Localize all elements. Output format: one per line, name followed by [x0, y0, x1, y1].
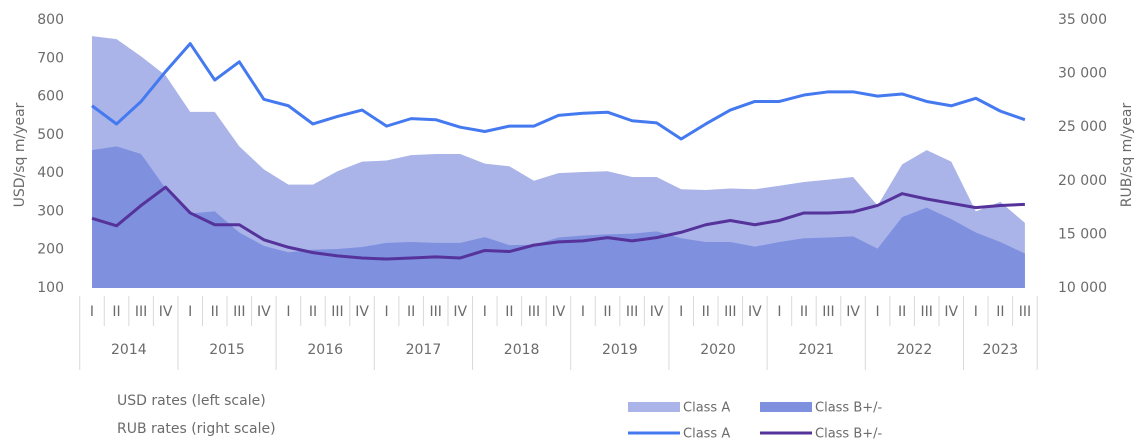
x-tick-label: III [1019, 304, 1031, 320]
y-tick-label: 200 [37, 242, 64, 258]
area [92, 146, 1025, 288]
legend-label: Class A [683, 401, 730, 416]
x-tick-label: II [702, 304, 710, 320]
x-tick-label: I [188, 304, 192, 320]
x-tick-label: I [286, 304, 290, 320]
x-tick-label: I [777, 304, 781, 320]
x-tick-label: IV [846, 304, 860, 320]
x-tick-label: IV [159, 304, 173, 320]
x-tick-label: II [505, 304, 513, 320]
legend-group-label: RUB rates (right scale) [117, 421, 276, 437]
x-group-label: 2017 [406, 342, 442, 358]
area [92, 36, 1025, 288]
x-tick-label: III [233, 304, 245, 320]
x-tick-label: IV [257, 304, 271, 320]
x-tick-label: III [921, 304, 933, 320]
x-tick-label: I [679, 304, 683, 320]
x-tick-label: IV [650, 304, 664, 320]
legend-swatch [760, 402, 812, 412]
x-tick-label: IV [748, 304, 762, 320]
x-group-label: 2022 [897, 342, 933, 358]
x-tick-label: I [581, 304, 585, 320]
x-group-label: 2018 [504, 342, 540, 358]
x-group-label: 2015 [209, 342, 245, 358]
x-tick-label: IV [552, 304, 566, 320]
x-tick-label: III [430, 304, 442, 320]
x-tick-label: IV [944, 304, 958, 320]
x-tick-label: II [800, 304, 808, 320]
x-group-label: 2023 [983, 342, 1019, 358]
y-axis-title: USD/sq m/year [12, 102, 28, 207]
x-tick-label: I [483, 304, 487, 320]
x-tick-label: II [996, 304, 1004, 320]
line [91, 42, 1026, 141]
x-tick-label: I [974, 304, 978, 320]
y2-tick-label: 15 000 [1058, 226, 1107, 242]
x-tick-label: III [724, 304, 736, 320]
y-tick-label: 300 [37, 203, 64, 219]
x-tick-label: II [898, 304, 906, 320]
y2-tick-label: 35 000 [1058, 12, 1107, 28]
x-tick-label: II [407, 304, 415, 320]
x-group-label: 2014 [111, 342, 147, 358]
legend-group-label: USD rates (left scale) [117, 393, 266, 409]
x-group-label: 2016 [307, 342, 343, 358]
x-tick-label: IV [355, 304, 369, 320]
legend-label: Class B+/- [815, 401, 883, 416]
x-tick-label: III [626, 304, 638, 320]
y2-tick-label: 10 000 [1058, 280, 1107, 296]
x-tick-label: III [528, 304, 540, 320]
legend-swatch [628, 402, 680, 412]
x-tick-label: I [90, 304, 94, 320]
y2-tick-label: 30 000 [1058, 66, 1107, 82]
x-tick-label: I [876, 304, 880, 320]
y-tick-label: 700 [37, 50, 64, 66]
x-group-label: 2020 [700, 342, 736, 358]
y-tick-label: 600 [37, 89, 64, 105]
legend-label: Class B+/- [815, 427, 883, 441]
y-tick-label: 800 [37, 12, 64, 28]
x-tick-label: II [211, 304, 219, 320]
legend-label: Class A [683, 427, 730, 441]
x-tick-label: III [135, 304, 147, 320]
x-tick-label: III [331, 304, 343, 320]
line [91, 185, 1025, 261]
x-tick-label: II [603, 304, 611, 320]
x-tick-label: II [112, 304, 120, 320]
y-tick-label: 400 [37, 165, 64, 181]
y2-tick-label: 20 000 [1058, 173, 1107, 189]
x-tick-label: II [309, 304, 317, 320]
x-tick-label: III [822, 304, 834, 320]
y-tick-label: 500 [37, 127, 64, 143]
x-group-label: 2021 [798, 342, 834, 358]
x-tick-label: IV [453, 304, 467, 320]
x-group-label: 2019 [602, 342, 638, 358]
y-tick-label: 100 [37, 280, 64, 296]
y2-axis-title: RUB/sq m/year [1119, 102, 1135, 207]
y2-tick-label: 25 000 [1058, 119, 1107, 135]
x-tick-label: I [385, 304, 389, 320]
